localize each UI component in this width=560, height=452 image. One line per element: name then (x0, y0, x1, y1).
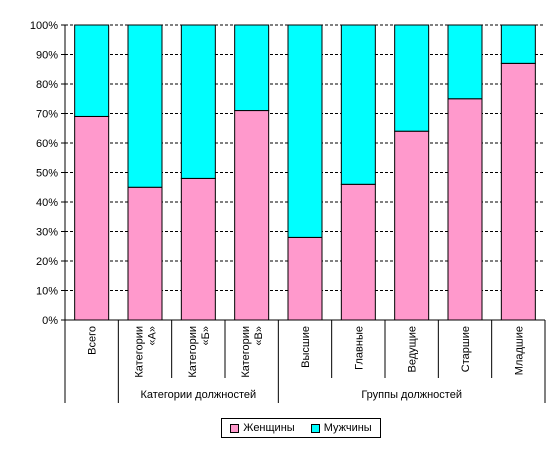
group-label: Категории должностей (141, 389, 257, 401)
y-tick-label: 0% (42, 315, 58, 327)
y-tick-label: 40% (36, 197, 58, 209)
y-tick-label: 70% (36, 109, 58, 121)
bar-women (287, 236, 323, 321)
bar-women (447, 98, 483, 321)
bar-men (234, 24, 270, 112)
x-tick-label: «Б» (200, 326, 212, 345)
x-tick-label: Всего (87, 326, 99, 355)
bar-men (394, 24, 430, 132)
y-tick-label: 30% (36, 227, 58, 239)
bar-women (394, 130, 430, 321)
y-tick-label: 60% (36, 138, 58, 150)
x-tick-label: Старшие (460, 326, 472, 372)
y-tick-label: 10% (36, 286, 58, 298)
x-tick-label: Категории (187, 326, 199, 378)
x-tick-label: «В» (253, 326, 265, 346)
legend: Женщины Мужчины (221, 418, 381, 438)
legend-entry-women: Женщины (230, 422, 295, 434)
y-tick-label: 20% (36, 256, 58, 268)
y-tick-label: 50% (36, 168, 58, 180)
bar-men (340, 24, 376, 185)
legend-swatch-men (310, 423, 320, 433)
legend-entry-men: Мужчины (310, 422, 372, 434)
bar-women (127, 186, 163, 321)
x-tick-label: Главные (353, 326, 365, 370)
x-tick-label: Младшие (513, 326, 525, 375)
bar-men (74, 24, 110, 117)
bar-men (447, 24, 483, 100)
bar-men (500, 24, 536, 64)
group-label: Группы должностей (361, 389, 462, 401)
x-tick-label: Высшие (300, 326, 312, 368)
bar-women (234, 110, 270, 321)
bar-men (287, 24, 323, 238)
bar-women (340, 183, 376, 321)
y-tick-label: 80% (36, 79, 58, 91)
legend-label-women: Женщины (243, 422, 295, 434)
x-tick-label: «А» (147, 326, 159, 346)
bar-men (127, 24, 163, 188)
bar-men (180, 24, 216, 179)
y-tick-label: 90% (36, 50, 58, 62)
bar-women (180, 177, 216, 321)
x-tick-label: Категории (134, 326, 146, 378)
x-tick-label: Категории (240, 326, 252, 378)
bar-women (74, 115, 110, 321)
legend-label-men: Мужчины (323, 422, 372, 434)
y-tick-label: 100% (30, 20, 58, 32)
bar-women (500, 62, 536, 321)
x-tick-label: Ведущие (407, 326, 419, 372)
legend-swatch-women (230, 423, 240, 433)
